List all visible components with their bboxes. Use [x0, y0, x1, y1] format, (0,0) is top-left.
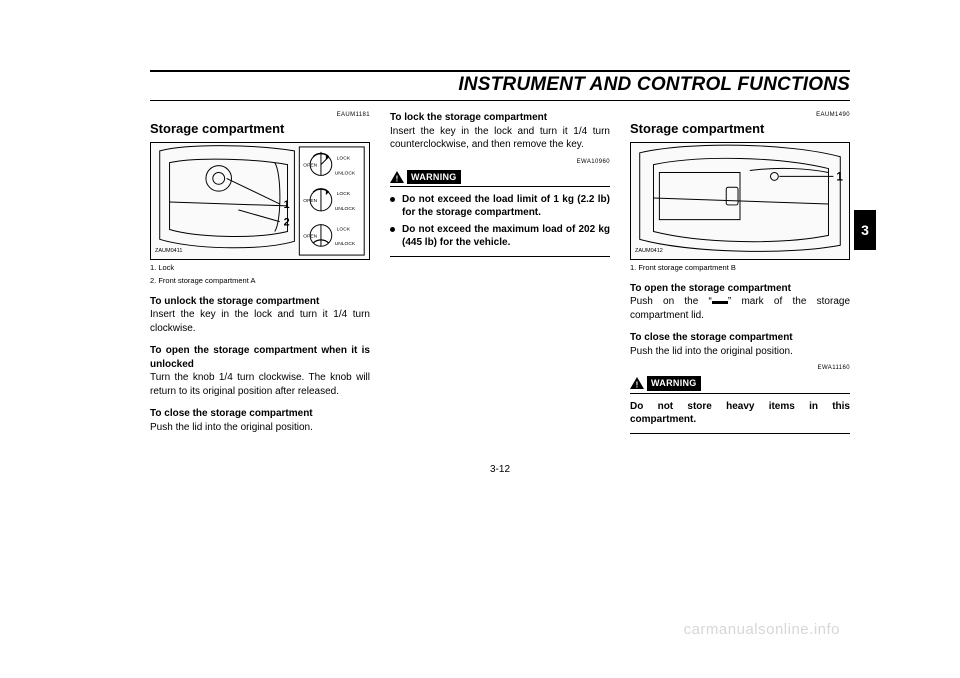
fig-label-1: 1 — [284, 199, 290, 211]
svg-text:LOCK: LOCK — [337, 191, 351, 197]
svg-text:!: ! — [396, 174, 399, 183]
warning-item: Do not exceed the maximum load of 202 kg… — [402, 223, 610, 250]
page-number: 3-12 — [150, 464, 850, 475]
fig-label-2: 2 — [284, 216, 290, 228]
warning-heading: ! WARNING — [390, 170, 610, 184]
column-right: EAUM1490 Storage compartment — [630, 111, 850, 434]
rule — [390, 256, 610, 257]
figure-caption-1: 1. Lock — [150, 263, 370, 273]
warning-item: Do not exceed the load limit of 1 kg (2.… — [402, 193, 610, 220]
section-title: Storage compartment — [630, 120, 850, 138]
chapter-tab: 3 — [854, 210, 876, 250]
heading: To open the storage compartment — [630, 282, 850, 296]
warning-label: WARNING — [407, 170, 461, 184]
figure-code: ZAUM0412 — [635, 248, 663, 255]
body-text: Turn the knob 1/4 turn clockwise. The kn… — [150, 371, 370, 398]
figure-caption-2: 2. Front storage compartment A — [150, 276, 370, 286]
heading: To close the storage compartment — [150, 407, 370, 421]
heading: To lock the storage compartment — [390, 111, 610, 125]
svg-text:UNLOCK: UNLOCK — [335, 241, 356, 247]
svg-text:OPEN: OPEN — [303, 198, 317, 204]
heading: To open the storage compartment when it … — [150, 344, 370, 371]
warning-label: WARNING — [647, 376, 701, 390]
figure-code: ZAUM0411 — [155, 248, 182, 255]
doc-code: EWA11160 — [630, 364, 850, 372]
rule — [630, 393, 850, 394]
warning-text: Do not store heavy items in this compart… — [630, 400, 850, 427]
rule — [390, 186, 610, 187]
warning-list: Do not exceed the load limit of 1 kg (2.… — [390, 193, 610, 250]
svg-text:LOCK: LOCK — [337, 155, 351, 161]
body-text: Insert the key in the lock and turn it 1… — [390, 125, 610, 152]
manual-page: INSTRUMENT AND CONTROL FUNCTIONS 3 EAUM1… — [0, 0, 960, 678]
push-mark-icon — [712, 296, 728, 310]
content-columns: EAUM1181 Storage compartment — [150, 111, 850, 434]
column-middle: To lock the storage compartment Insert t… — [390, 111, 610, 434]
fig-label-1: 1 — [836, 170, 843, 183]
heading: To unlock the storage compartment — [150, 295, 370, 309]
watermark: carmanualsonline.info — [684, 621, 840, 638]
body-text: Push the lid into the original position. — [630, 345, 850, 359]
doc-code: EAUM1181 — [150, 111, 370, 119]
section-title: Storage compartment — [150, 120, 370, 138]
warning-heading: ! WARNING — [630, 376, 850, 390]
figure-storage-a: 1 2 LOCK OPEN UNLOCK — [150, 142, 370, 260]
body-text: Push on the “” mark of the storage compa… — [630, 295, 850, 322]
rule — [630, 433, 850, 434]
svg-text:!: ! — [636, 381, 639, 390]
figure-storage-b: 1 ZAUM0412 — [630, 142, 850, 260]
warning-icon: ! — [390, 171, 404, 183]
warning-icon: ! — [630, 377, 644, 389]
doc-code: EAUM1490 — [630, 111, 850, 119]
svg-text:UNLOCK: UNLOCK — [335, 170, 356, 176]
svg-text:LOCK: LOCK — [337, 226, 351, 232]
svg-text:OPEN: OPEN — [303, 162, 317, 168]
chapter-title: INSTRUMENT AND CONTROL FUNCTIONS — [150, 74, 850, 101]
svg-text:UNLOCK: UNLOCK — [335, 205, 356, 211]
text-fragment: Push on the “ — [630, 296, 712, 307]
figure-caption-1: 1. Front storage compartment B — [630, 263, 850, 273]
doc-code: EWA10960 — [390, 158, 610, 166]
body-text: Push the lid into the original position. — [150, 421, 370, 435]
body-text: Insert the key in the lock and turn it 1… — [150, 308, 370, 335]
rule-top — [150, 70, 850, 72]
svg-text:OPEN: OPEN — [303, 233, 317, 239]
heading: To close the storage compartment — [630, 331, 850, 345]
column-left: EAUM1181 Storage compartment — [150, 111, 370, 434]
